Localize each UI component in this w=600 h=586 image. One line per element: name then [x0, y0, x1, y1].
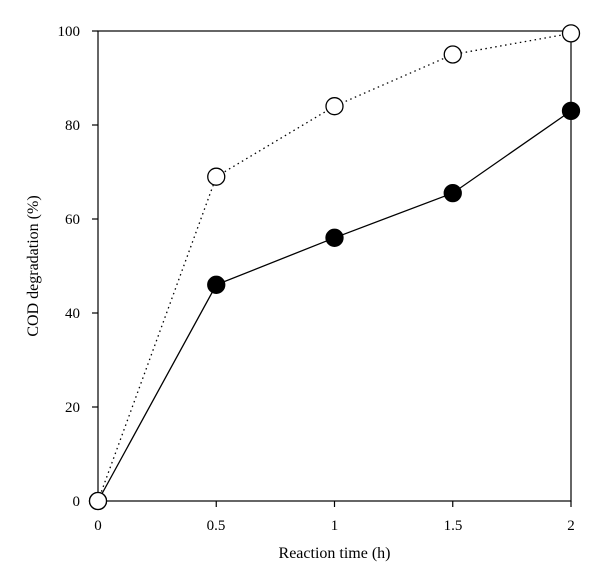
series-1-point-3	[443, 183, 462, 203]
y-tick-label-5: 100	[58, 24, 81, 40]
y-tick-label-0: 0	[73, 494, 81, 510]
y-axis: 0 20 40 60 80 100 COD degradation (%)	[25, 24, 98, 510]
x-tick-marks	[97, 501, 572, 507]
series-line-0	[97, 32, 572, 502]
x-axis-title: Reaction time (h)	[279, 545, 391, 562]
series-0-point-3	[443, 45, 462, 64]
y-tick-label-1: 20	[65, 400, 80, 416]
series-1-point-2	[325, 228, 344, 247]
series-0-point-2	[325, 97, 344, 116]
y-tick-label-4: 80	[65, 118, 80, 134]
series-0-point-4	[561, 24, 581, 43]
series-1-point-4	[561, 101, 581, 121]
series-0-point-1	[207, 167, 226, 186]
series-layer	[88, 24, 581, 511]
x-tick-label-1: 0.5	[207, 518, 226, 534]
series-1-point-1	[207, 275, 226, 294]
y-tick-label-2: 40	[65, 306, 80, 322]
series-line-1	[97, 110, 572, 502]
series-1	[88, 101, 581, 511]
x-tick-label-0: 0	[94, 518, 102, 534]
series-0	[88, 24, 581, 511]
series-0-point-0	[88, 491, 108, 511]
x-tick-label-3: 1.5	[444, 518, 463, 534]
y-tick-marks	[92, 30, 98, 502]
x-axis: 0 0.5 1 1.5 2 Reaction time (h)	[94, 501, 575, 562]
x-tick-label-4: 2	[567, 518, 575, 534]
y-axis-title: COD degradation (%)	[25, 195, 42, 336]
y-tick-label-3: 60	[65, 212, 80, 228]
x-tick-label-2: 1	[331, 518, 339, 534]
